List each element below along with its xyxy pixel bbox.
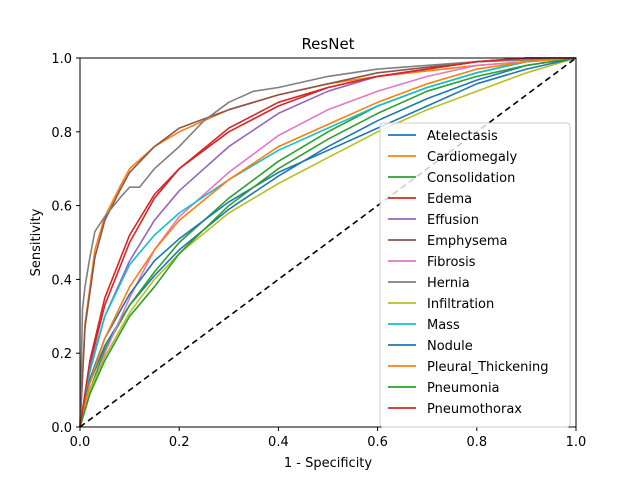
y-tick-label: 0.8: [51, 126, 72, 141]
roc-curve-pneumothorax: [79, 57, 576, 428]
y-axis-label: Sensitivity: [29, 208, 44, 276]
roc-curve-mass: [79, 57, 577, 428]
plot-frame: [79, 57, 577, 428]
x-tick-label: 0.8: [466, 435, 487, 450]
y-tick-label: 0.6: [51, 200, 72, 215]
legend-entry-label: Infiltration: [427, 297, 494, 312]
roc-curve-emphysema: [79, 57, 577, 428]
chart-title: ResNet: [301, 35, 354, 53]
legend: Atelectasis Cardiomegaly Consolidation Edem…: [379, 122, 571, 428]
legend-entry-label: Mass: [427, 318, 460, 333]
legend-entry-label: Emphysema: [427, 234, 507, 249]
roc-curve-pleural-thickening: [79, 57, 577, 428]
x-tick-label: 0.2: [169, 435, 190, 450]
legend-entry-label: Pneumothorax: [427, 402, 522, 417]
legend-box: [379, 122, 571, 428]
x-tick-label: 1.0: [566, 435, 587, 450]
x-tick-label: 0.4: [268, 435, 289, 450]
y-tick-label: 1.0: [51, 52, 72, 67]
legend-entry-label: Effusion: [427, 213, 479, 228]
legend-entry-label: Pneumonia: [427, 381, 500, 396]
y-tick-label: 0.2: [51, 347, 72, 362]
y-tick-label: 0.4: [51, 273, 72, 288]
legend-entry-label: Nodule: [427, 339, 473, 354]
ticks-layer: 0.0 0.2 0.4 0.6 0.8 1.0 0.0 0.2 0.4 0.6 0.8 1.0: [51, 52, 586, 450]
curves-layer: [79, 57, 577, 428]
legend-entry-label: Atelectasis: [427, 129, 498, 144]
roc-curve-atelectasis: [79, 57, 577, 428]
roc-curve-hernia: [79, 57, 577, 428]
y-tick-label: 0.0: [51, 421, 72, 436]
legend-entry-label: Consolidation: [427, 171, 515, 186]
x-tick-label: 0.6: [367, 435, 388, 450]
roc-curve-pneumonia: [79, 57, 577, 428]
x-tick-label: 0.0: [70, 435, 91, 450]
roc-curve-fibrosis: [79, 57, 577, 428]
chance-diagonal-line: [79, 57, 577, 428]
legend-entry-label: Pleural_Thickening: [427, 360, 548, 375]
legend-entry-label: Hernia: [427, 276, 470, 291]
legend-entry-label: Edema: [427, 192, 472, 207]
legend-entry-label: Fibrosis: [427, 255, 476, 270]
roc-curve-infiltration: [79, 57, 577, 428]
legend-entry-label: Cardiomegaly: [427, 150, 517, 165]
x-axis-label: 1 - Specificity: [284, 456, 373, 471]
